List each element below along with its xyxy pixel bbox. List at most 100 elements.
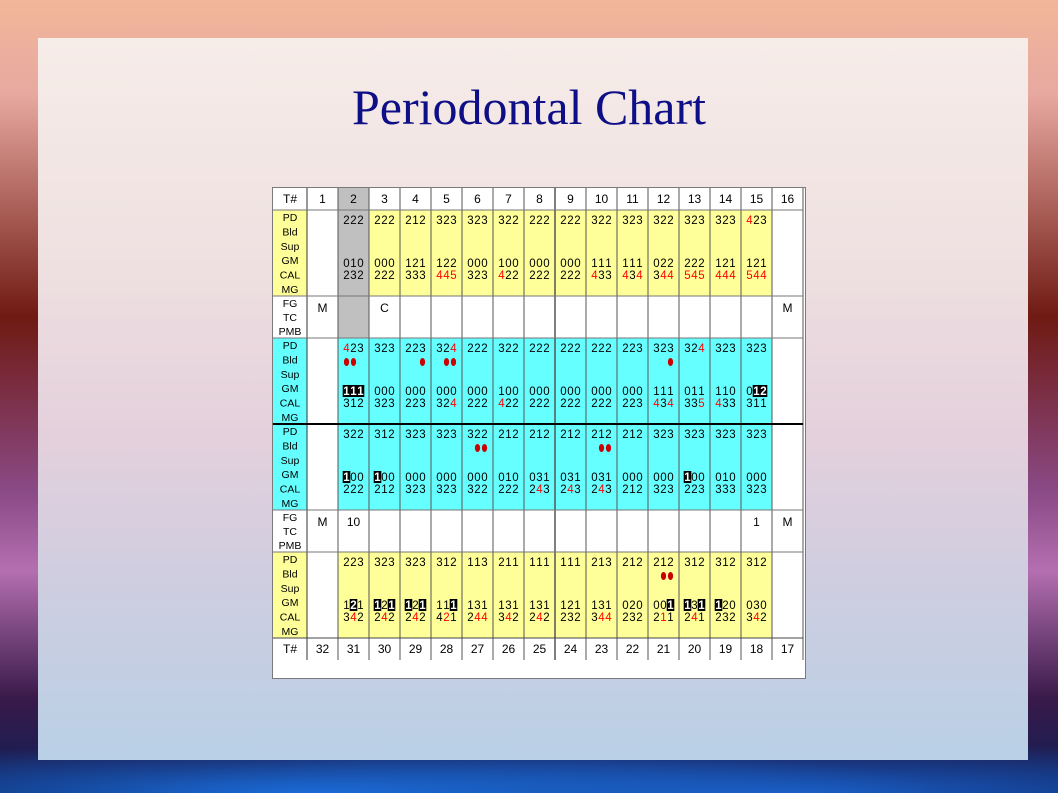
chart-value: 3 (357, 557, 363, 569)
chart-value: 1 (753, 398, 759, 410)
chart-value: 0 (350, 472, 356, 484)
chart-value: 2 (412, 429, 418, 441)
row-label: Sup (281, 241, 300, 253)
grid-mark (683, 599, 692, 611)
chart-value: 3 (350, 270, 356, 282)
chart-value: 3 (715, 215, 721, 227)
chart-value: 1 (498, 258, 504, 270)
chart-value: 2 (660, 215, 666, 227)
chart-value: 2 (419, 215, 425, 227)
chart-value: 4 (498, 270, 505, 282)
chart-value: 2 (374, 270, 380, 282)
chart-value: 1 (450, 600, 457, 612)
grid-mark (349, 599, 358, 611)
chart-value: 2 (591, 429, 597, 441)
chart-value: 0 (715, 472, 721, 484)
chart-value: 3 (419, 484, 425, 496)
chart-value: 2 (653, 612, 659, 624)
chart-value: 2 (653, 557, 659, 569)
chart-value: 2 (374, 484, 380, 496)
row-label: Sup (281, 369, 300, 381)
bleeding-mark (343, 358, 350, 366)
chart-value: 2 (760, 386, 766, 398)
chart-value: 0 (505, 386, 511, 398)
chart-value: 0 (381, 472, 387, 484)
chart-value: 2 (388, 612, 394, 624)
chart-value: 0 (436, 472, 442, 484)
chart-value: 0 (529, 386, 535, 398)
chart-value: M (318, 515, 328, 529)
chart-value: 3 (760, 343, 766, 355)
chart-value: 2 (560, 484, 566, 496)
chart-value: 0 (443, 386, 449, 398)
chart-value: 1 (505, 429, 511, 441)
chart-value: 0 (505, 258, 511, 270)
chart-value: 3 (684, 429, 690, 441)
chart-value: 1 (753, 557, 759, 569)
upper-lingual-band (273, 338, 803, 424)
row-label: PMB (279, 540, 302, 552)
chart-value: 1 (467, 557, 473, 569)
chart-value: 2 (722, 258, 728, 270)
grid-mark (404, 599, 413, 611)
chart-value: 2 (591, 398, 597, 410)
chart-value: 1 (760, 258, 766, 270)
chart-value: 2 (536, 215, 542, 227)
chart-value: 2 (443, 343, 449, 355)
chart-value: 0 (729, 600, 735, 612)
tooth-number: 10 (595, 192, 609, 206)
grid-mark (342, 385, 351, 397)
chart-value: 1 (450, 612, 456, 624)
row-label: TC (283, 526, 297, 538)
chart-value: 2 (474, 429, 480, 441)
chart-value: 2 (629, 398, 635, 410)
chart-value: 10 (347, 515, 361, 529)
bleeding-mark (443, 358, 450, 366)
chart-value: 0 (381, 386, 387, 398)
row-label: PD (283, 426, 298, 438)
chart-value: 1 (474, 557, 480, 569)
chart-value: 0 (560, 472, 566, 484)
chart-value: 2 (543, 612, 549, 624)
chart-value: 2 (529, 270, 535, 282)
chart-value: 1 (667, 600, 674, 612)
chart-value: 0 (636, 472, 642, 484)
chart-value: 3 (536, 600, 542, 612)
tooth-number: 24 (564, 642, 578, 656)
chart-value: 0 (357, 472, 363, 484)
chart-value: 0 (567, 386, 573, 398)
chart-value: 3 (388, 557, 394, 569)
chart-value: 4 (381, 612, 388, 624)
chart-value: 2 (405, 398, 411, 410)
chart-value: 2 (536, 398, 542, 410)
chart-value: 3 (684, 215, 690, 227)
chart-value: 1 (729, 258, 735, 270)
chart-value: 0 (667, 472, 673, 484)
chart-value: 3 (419, 398, 425, 410)
tooth-number: 14 (719, 192, 733, 206)
chart-value: 4 (660, 270, 667, 282)
chart-value: 0 (405, 472, 411, 484)
chart-value: 0 (691, 472, 697, 484)
row-label: Bld (282, 355, 297, 367)
chart-value: 3 (388, 398, 394, 410)
chart-value: 1 (381, 429, 387, 441)
chart-value: 4 (474, 612, 481, 624)
chart-value: 2 (412, 343, 418, 355)
row-label: Sup (281, 583, 300, 595)
row-label: CAL (280, 484, 301, 496)
tooth-number: 26 (502, 642, 516, 656)
chart-value: 2 (574, 398, 580, 410)
selected-tooth-column (338, 210, 369, 338)
lower-facial-band (273, 552, 803, 638)
chart-value: 2 (753, 429, 759, 441)
chart-value: 0 (753, 472, 759, 484)
chart-value: 0 (467, 258, 473, 270)
chart-value: 1 (598, 258, 604, 270)
chart-value: 2 (498, 557, 504, 569)
chart-value: 1 (374, 472, 381, 484)
chart-value: 3 (729, 484, 735, 496)
chart-value: 1 (636, 258, 642, 270)
chart-value: 3 (505, 600, 511, 612)
chart-value: 2 (388, 429, 394, 441)
